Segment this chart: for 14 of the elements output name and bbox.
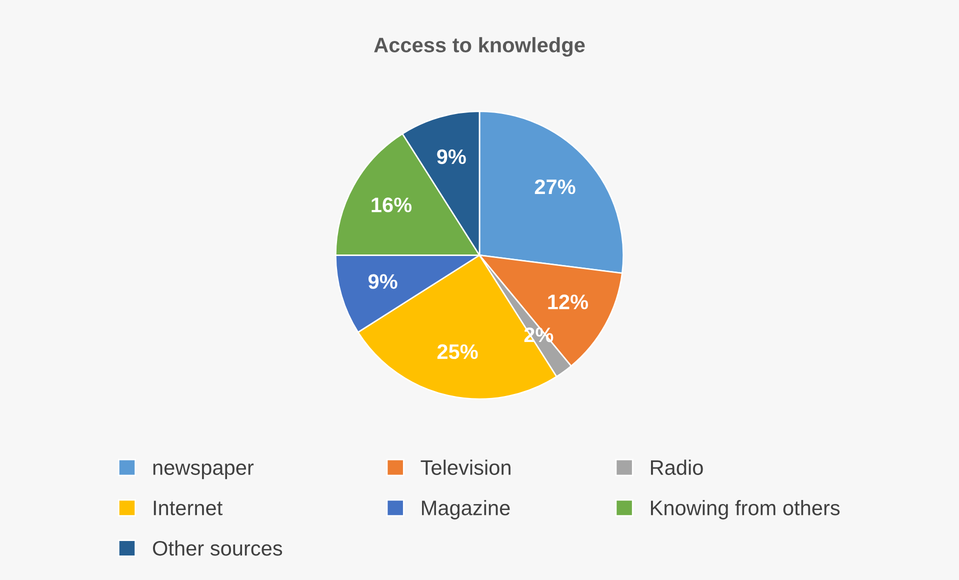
legend-label: Magazine	[422, 500, 510, 520]
chart-title: Access to knowledge	[374, 37, 585, 57]
legend-label: Internet	[154, 500, 222, 516]
legend-label: Radio	[651, 460, 703, 475]
data-label: 12%	[548, 294, 588, 310]
legend-label: newspaper	[153, 464, 254, 480]
data-label: 9%	[368, 274, 398, 289]
legend-label: Television	[420, 460, 510, 475]
legend-label: Knowing from others	[651, 500, 840, 520]
data-label: 9%	[437, 149, 466, 164]
data-label: 25%	[437, 344, 478, 360]
legend-label: Other sources	[152, 540, 282, 556]
data-label: 16%	[372, 198, 412, 212]
data-label: 27%	[534, 179, 576, 194]
